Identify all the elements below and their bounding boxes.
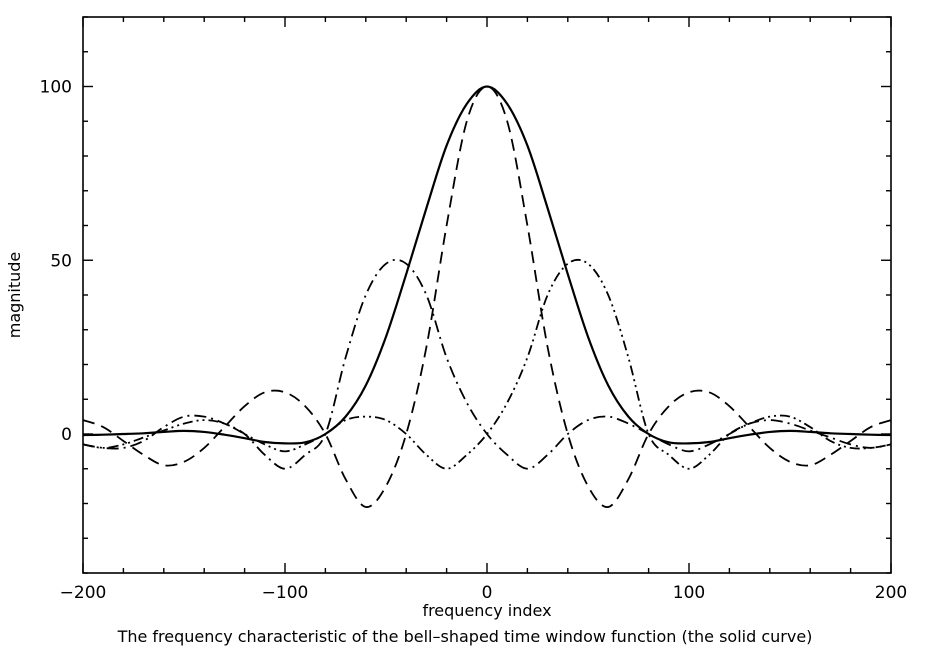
x-tick-label: 100 <box>673 583 705 603</box>
x-axis-label: frequency index <box>422 601 551 620</box>
y-tick-labels: 0 50 100 <box>40 78 72 446</box>
plot-frame <box>82 16 892 574</box>
series-line-dash-dot <box>83 258 891 470</box>
series-layer <box>83 85 891 508</box>
y-tick-label: 100 <box>40 78 72 98</box>
y-axis-label: magnitude <box>5 252 24 339</box>
series-line-dash-dot-dot <box>83 258 891 470</box>
y-tick-label: 0 <box>61 425 72 445</box>
chart-caption: The frequency characteristic of the bell… <box>117 627 813 646</box>
series-line-dashed <box>83 85 891 508</box>
x-tick-label: −200 <box>60 583 107 603</box>
x-tick-label: 200 <box>875 583 907 603</box>
y-tick-label: 50 <box>50 251 72 271</box>
axis-ticks <box>82 16 892 574</box>
x-tick-labels: −200 −100 0 100 200 <box>60 583 908 603</box>
x-tick-label: −100 <box>262 583 309 603</box>
x-tick-label: 0 <box>482 583 493 603</box>
series-line-solid <box>83 85 891 445</box>
